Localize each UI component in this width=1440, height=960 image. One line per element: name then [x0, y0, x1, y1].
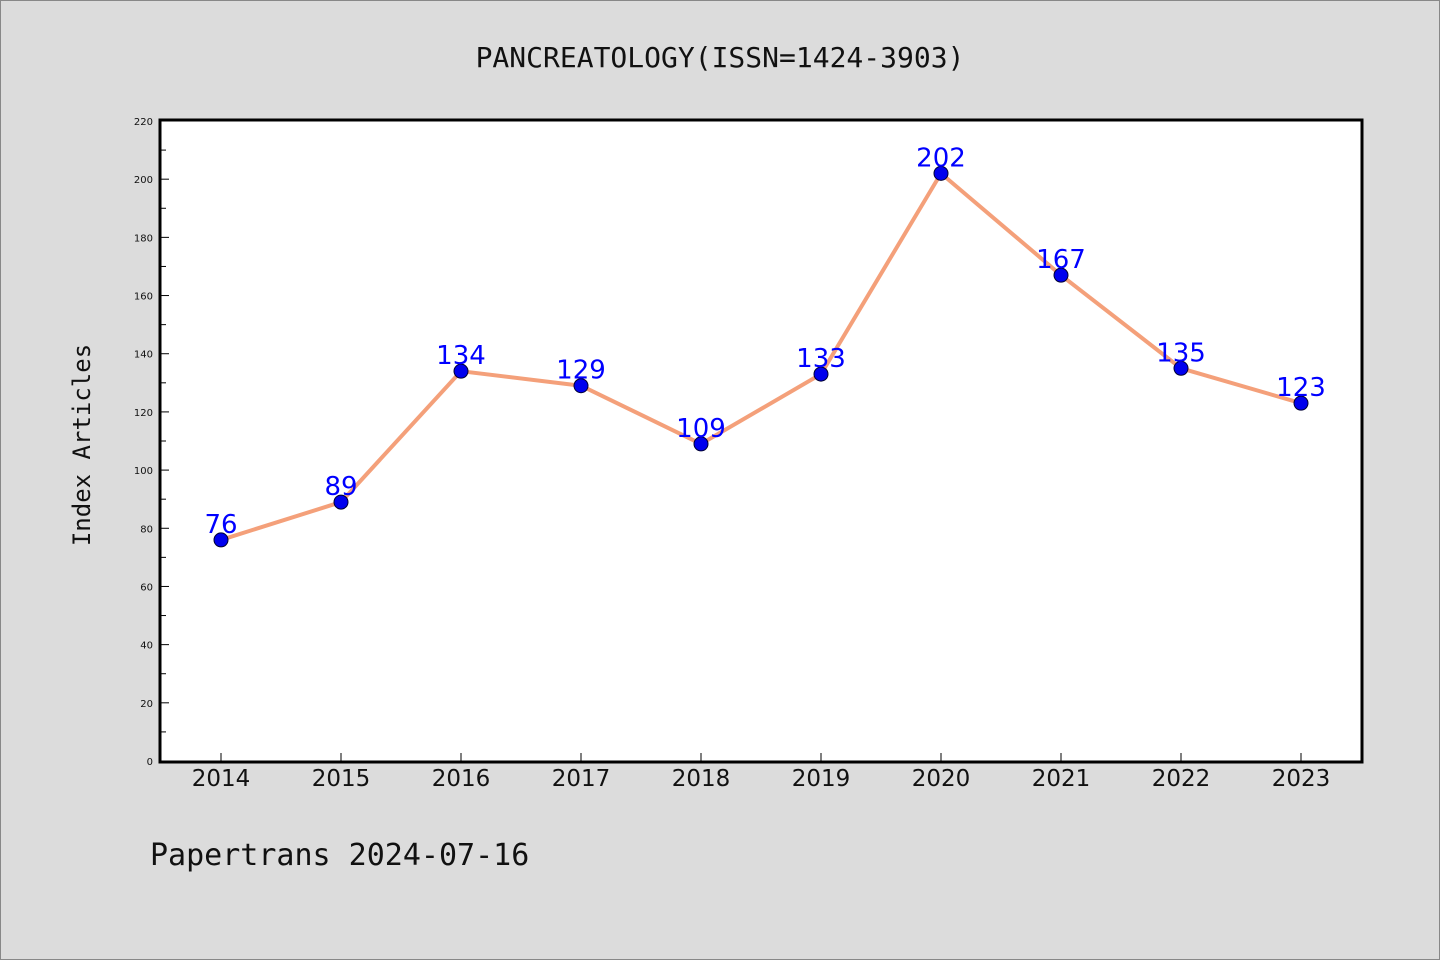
data-point: [933, 165, 949, 181]
data-point: [1293, 395, 1309, 411]
y-tick-label: 120: [134, 408, 153, 419]
y-tick-label: 80: [140, 524, 153, 535]
y-tick-label: 0: [147, 757, 153, 768]
x-tick-label: 2017: [552, 766, 611, 792]
y-tick-label: 220: [134, 117, 153, 128]
x-tick-label: 2019: [792, 766, 851, 792]
y-tick-label: 140: [134, 350, 153, 361]
plot-frame: [158, 118, 1364, 764]
x-tick-label: 2015: [312, 766, 371, 792]
x-axis: 2014 2015 2016 2017 2018 2019 2020 2021 2022 2023: [192, 753, 1331, 792]
x-tick-label: 2020: [912, 766, 971, 792]
data-point: [213, 532, 229, 548]
data-label: 76: [204, 510, 237, 540]
y-axis-label: Index Articles: [68, 344, 96, 546]
data-label: 134: [436, 341, 486, 371]
data-point: [813, 366, 829, 382]
data-point: [1053, 267, 1069, 283]
data-label: 133: [796, 344, 846, 374]
data-label: 89: [324, 472, 357, 502]
x-tick-label: 2021: [1032, 766, 1091, 792]
data-point: [693, 436, 709, 452]
x-tick-label: 2023: [1272, 766, 1331, 792]
data-label: 123: [1276, 373, 1326, 403]
y-tick-label: 20: [140, 699, 153, 710]
x-tick-label: 2016: [432, 766, 491, 792]
x-tick-label: 2022: [1152, 766, 1211, 792]
data-point: [453, 363, 469, 379]
chart-title: PANCREATOLOGY(ISSN=1424-3903): [476, 41, 965, 74]
footer-text: Papertrans 2024-07-16: [150, 838, 529, 873]
data-label: 109: [676, 414, 726, 444]
data-label: 135: [1156, 338, 1206, 368]
y-tick-label: 160: [134, 292, 153, 303]
y-tick-label: 40: [140, 641, 153, 652]
data-point: [333, 494, 349, 510]
y-tick-label: 200: [134, 175, 153, 186]
y-axis: 0 20 40 60 80 100 120 140 160 180 200 220: [134, 117, 169, 768]
data-label: 202: [916, 143, 966, 173]
series-line: [219, 171, 1303, 542]
data-label: 129: [556, 356, 606, 386]
data-point: [1173, 360, 1189, 376]
plot-area: [160, 120, 1362, 762]
x-tick-label: 2018: [672, 766, 731, 792]
series-layer: 76 89 134 129 109 133 202 167 135 123: [204, 143, 1326, 548]
y-tick-label: 100: [134, 466, 153, 477]
y-tick-label: 180: [134, 233, 153, 244]
x-tick-label: 2014: [192, 766, 251, 792]
y-tick-label: 60: [140, 582, 153, 593]
data-label: 167: [1036, 245, 1086, 275]
data-point: [573, 378, 589, 394]
